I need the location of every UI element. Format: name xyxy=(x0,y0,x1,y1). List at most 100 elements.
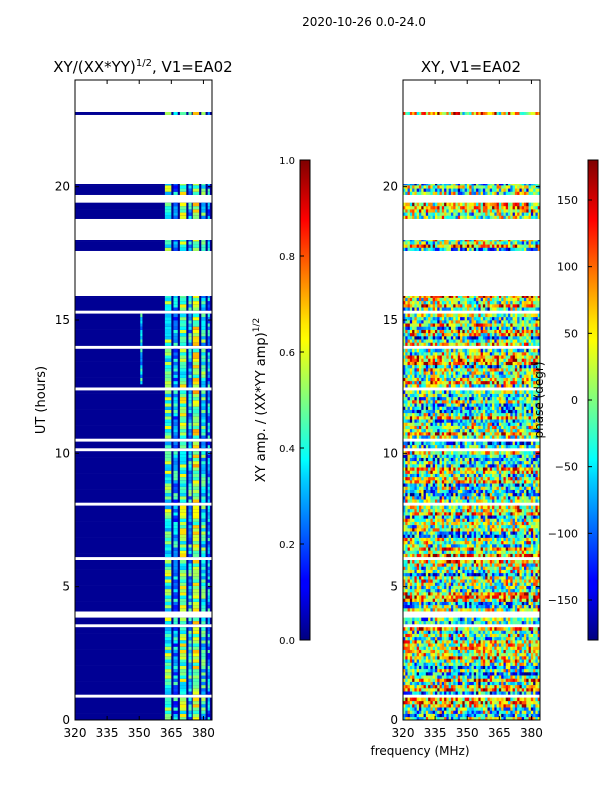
heatmap-cell xyxy=(179,534,187,538)
heatmap-cell xyxy=(457,716,461,720)
heatmap-cell xyxy=(192,678,200,682)
heatmap-cell xyxy=(192,486,200,490)
heatmap-cell xyxy=(528,563,532,567)
heatmap-cell xyxy=(173,205,178,210)
heatmap-cell xyxy=(485,662,488,666)
heatmap-cell xyxy=(192,595,200,599)
heatmap-cell xyxy=(409,547,413,551)
heatmap-cell xyxy=(487,688,491,692)
heatmap-cell xyxy=(471,684,475,689)
heatmap-cell xyxy=(457,563,461,567)
heatmap-cell xyxy=(173,380,178,385)
heatmap-cell xyxy=(510,553,513,558)
heatmap-cell xyxy=(498,508,502,513)
heatmap-cell xyxy=(494,572,497,577)
heatmap-cell xyxy=(434,684,438,689)
heatmap-cell xyxy=(530,665,534,670)
heatmap-cell xyxy=(524,684,527,689)
heatmap-cell xyxy=(524,688,527,692)
heatmap-cell xyxy=(423,595,427,599)
heatmap-cell xyxy=(403,515,406,519)
heatmap-row xyxy=(75,300,212,305)
heatmap-cell xyxy=(164,563,172,567)
heatmap-cell xyxy=(416,633,420,638)
heatmap-cell xyxy=(535,604,539,609)
heatmap-cell xyxy=(164,681,172,686)
heatmap-cell xyxy=(428,595,431,599)
heatmap-cell xyxy=(530,505,534,510)
heatmap-cell xyxy=(192,665,200,670)
heatmap-cell xyxy=(521,630,525,634)
heatmap-cell xyxy=(457,560,461,564)
heatmap-cell xyxy=(437,707,440,711)
heatmap-cell xyxy=(496,675,500,679)
heatmap-cell xyxy=(448,601,452,606)
heatmap-cell xyxy=(473,595,477,599)
heatmap-cell xyxy=(192,697,200,702)
heatmap-cell xyxy=(519,588,523,593)
heatmap-cell xyxy=(496,598,500,602)
heatmap-cell xyxy=(496,668,500,673)
heatmap-cell xyxy=(508,656,511,660)
heatmap-cell xyxy=(535,499,539,503)
heatmap-cell xyxy=(533,553,536,558)
heatmap-row xyxy=(75,320,212,324)
heatmap-cell xyxy=(407,547,411,551)
heatmap-cell xyxy=(430,662,433,666)
heatmap-cell xyxy=(450,681,454,686)
heatmap-cell xyxy=(519,630,523,634)
heatmap-cell xyxy=(450,672,454,676)
heatmap-cell xyxy=(460,665,463,670)
heatmap-cell xyxy=(521,675,525,679)
heatmap-cell xyxy=(425,595,429,599)
heatmap-cell xyxy=(173,348,178,353)
heatmap-cell xyxy=(505,659,509,663)
heatmap-cell xyxy=(403,512,406,516)
heatmap-cell xyxy=(492,652,495,657)
heatmap-cell xyxy=(514,713,518,718)
heatmap-cell xyxy=(471,547,475,551)
heatmap-cell xyxy=(164,361,172,366)
heatmap-cell xyxy=(437,585,440,590)
heatmap-cell xyxy=(519,707,523,711)
heatmap-cell xyxy=(192,489,200,494)
heatmap-cell xyxy=(480,646,484,650)
heatmap-cell xyxy=(179,432,187,436)
heatmap-cell xyxy=(446,707,449,711)
heatmap-cell xyxy=(441,592,445,596)
heatmap-cell xyxy=(188,643,192,647)
heatmap-cell xyxy=(460,672,463,676)
heatmap-cell xyxy=(469,540,472,545)
heatmap-cell xyxy=(455,691,459,695)
heatmap-cell xyxy=(441,534,445,538)
heatmap-cell xyxy=(164,209,172,213)
heatmap-cell xyxy=(501,572,504,577)
heatmap-cell xyxy=(480,688,484,692)
heatmap-cell xyxy=(496,569,500,574)
heatmap-cell xyxy=(480,518,484,522)
heatmap-cell xyxy=(496,700,500,705)
heatmap-cell xyxy=(533,630,536,634)
heatmap-cell xyxy=(418,585,422,590)
heatmap-cell xyxy=(173,342,178,346)
heatmap-cell xyxy=(473,560,477,564)
heatmap-cell xyxy=(471,630,475,634)
heatmap-cell xyxy=(423,700,427,705)
heatmap-cell xyxy=(414,710,417,714)
heatmap-cell xyxy=(192,406,200,410)
heatmap-cell xyxy=(423,512,427,516)
heatmap-cell xyxy=(498,636,502,641)
heatmap-cell xyxy=(179,569,187,574)
heatmap-cell xyxy=(512,588,516,593)
heatmap-cell xyxy=(537,649,540,654)
heatmap-cell xyxy=(418,665,422,670)
heatmap-cell xyxy=(457,521,461,526)
heatmap-cell xyxy=(482,601,486,606)
heatmap-cell xyxy=(421,604,424,609)
heatmap-cell xyxy=(201,489,206,494)
heatmap-cell xyxy=(201,704,206,708)
heatmap-cell xyxy=(476,531,479,535)
heatmap-cell xyxy=(519,496,523,500)
heatmap-cell xyxy=(446,649,449,654)
heatmap-cell xyxy=(466,707,470,711)
